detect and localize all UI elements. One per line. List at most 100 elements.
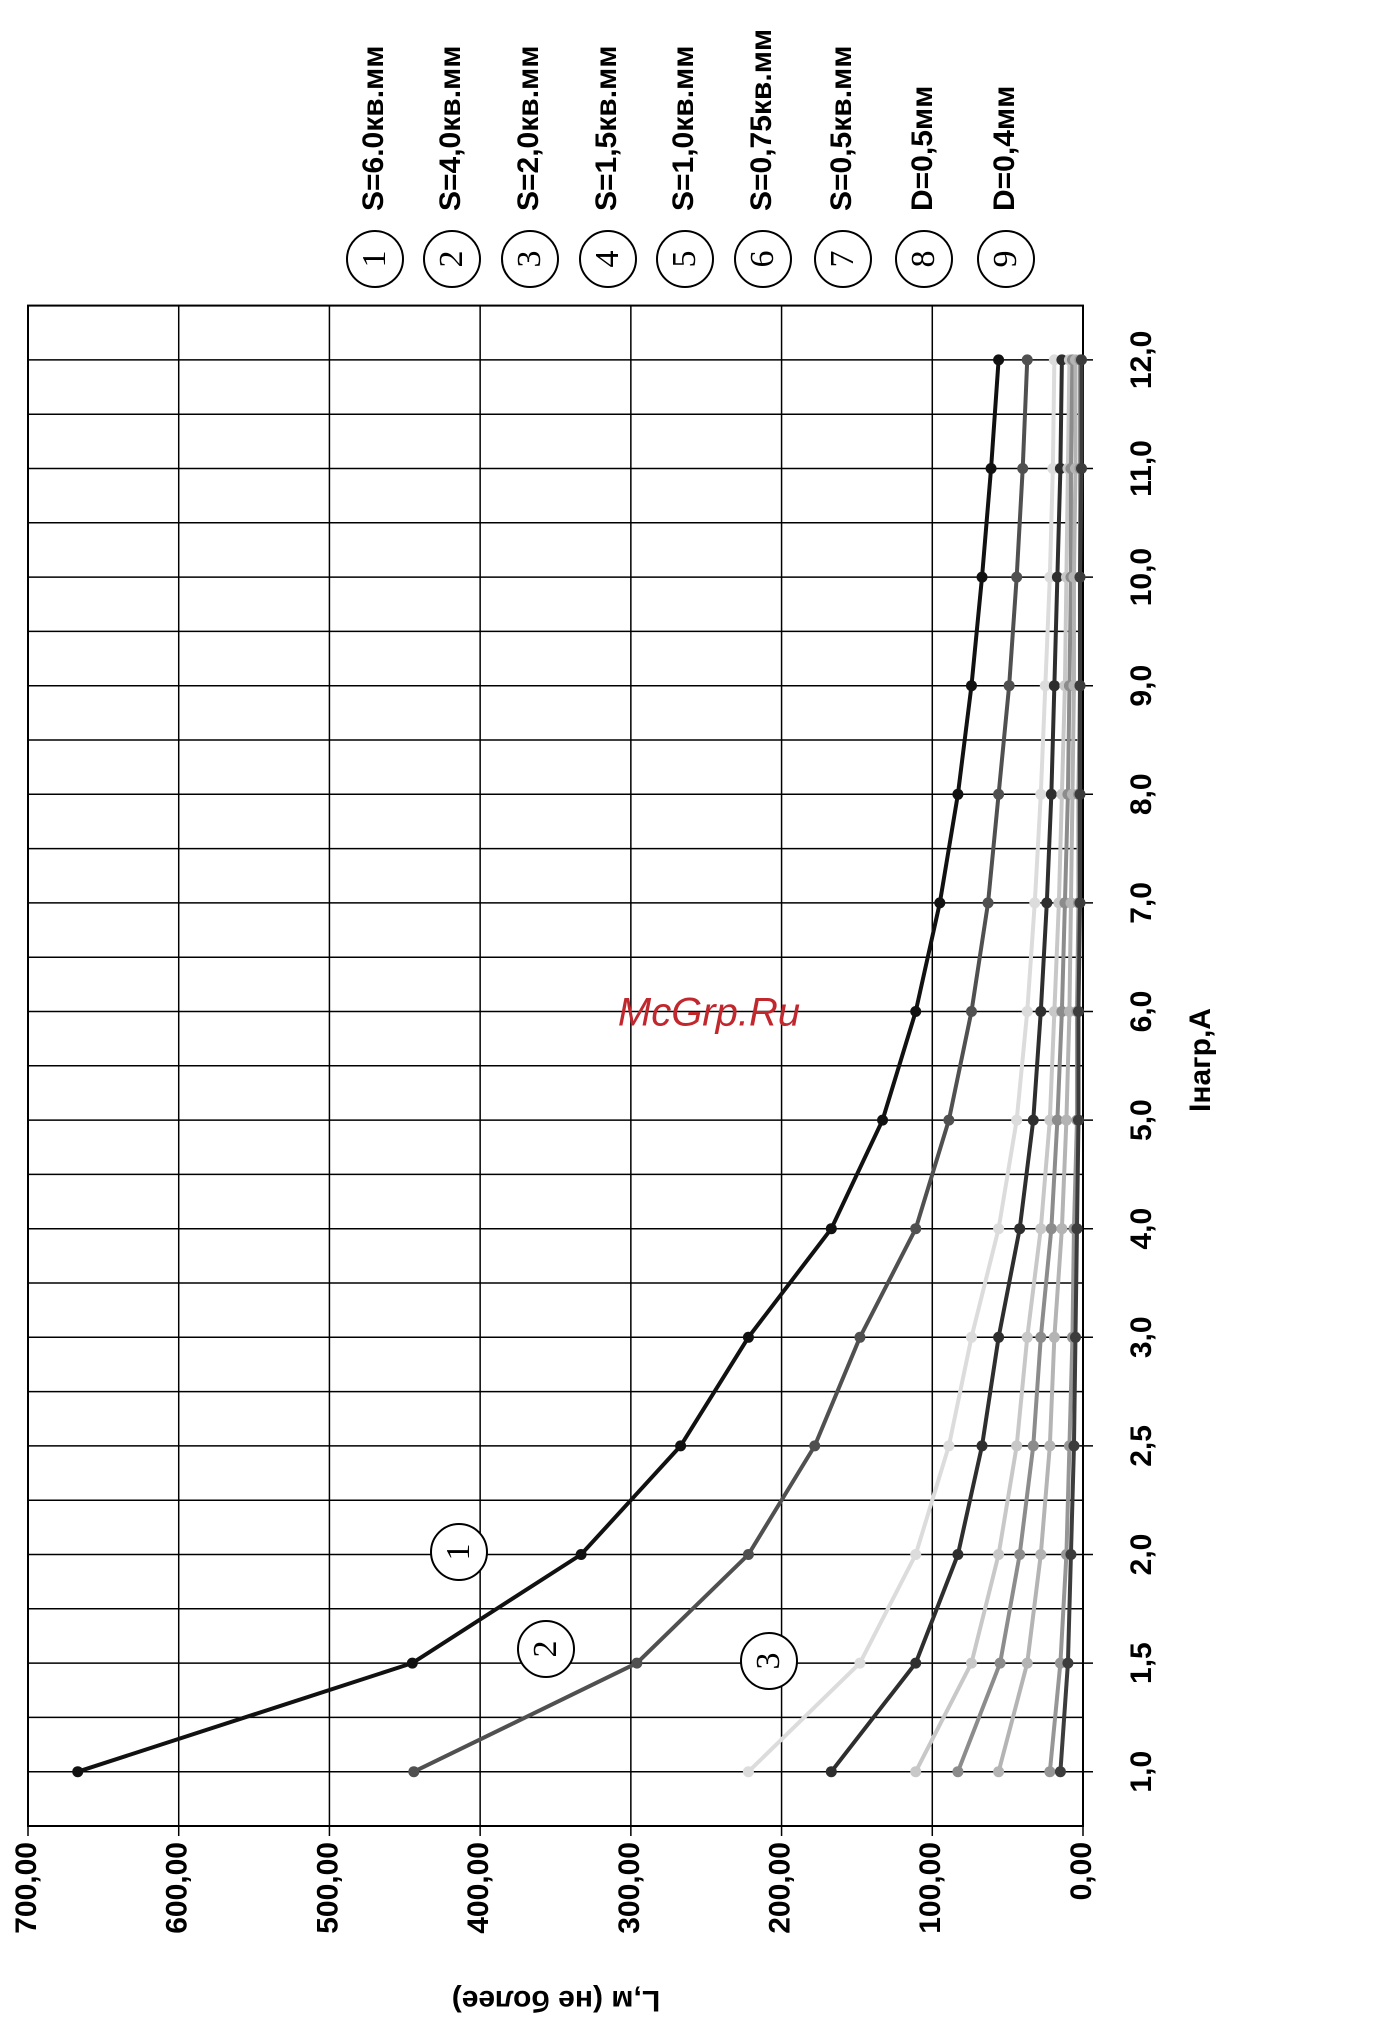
data-point — [1011, 1114, 1023, 1126]
data-point — [1062, 1657, 1074, 1669]
data-point — [910, 1766, 922, 1778]
data-point — [1068, 1440, 1080, 1452]
legend-number: 3 — [511, 251, 548, 268]
y-tick-label: 0,00 — [1065, 1842, 1098, 1900]
data-point — [1065, 897, 1077, 909]
data-point — [993, 1331, 1005, 1343]
data-point — [1029, 897, 1041, 909]
data-point — [965, 1657, 977, 1669]
data-point — [631, 1657, 643, 1669]
x-tick-label: 1,0 — [1125, 1751, 1158, 1793]
data-point — [1075, 463, 1087, 474]
annotation-circle — [430, 1523, 488, 1581]
data-point — [976, 571, 988, 583]
data-point — [1044, 571, 1056, 583]
annotation-circle — [517, 1620, 575, 1678]
data-point — [1060, 1114, 1072, 1126]
watermark: McGrp.Ru — [618, 991, 800, 1035]
data-point — [1027, 1114, 1039, 1126]
x-tick-label: 6,0 — [1125, 991, 1158, 1033]
data-point — [1011, 1440, 1023, 1452]
data-point — [854, 1331, 866, 1343]
data-point — [877, 1114, 889, 1126]
x-tick-label: 11,0 — [1125, 440, 1158, 497]
data-point — [1044, 1114, 1056, 1126]
data-point — [1045, 788, 1057, 800]
annotation-circle — [740, 1632, 798, 1690]
legend-label: D=0,4мм — [988, 86, 1021, 211]
data-point — [1035, 1223, 1047, 1235]
data-point — [1014, 1223, 1026, 1235]
legend-number: 4 — [589, 251, 626, 268]
series-line — [747, 359, 1057, 1774]
data-point — [1021, 1006, 1033, 1017]
data-point — [1048, 680, 1060, 692]
data-point — [965, 1331, 977, 1343]
series-line — [996, 359, 1078, 1773]
data-point — [1069, 1331, 1081, 1343]
data-point — [1048, 354, 1060, 366]
x-tick-label: 10,0 — [1125, 548, 1158, 606]
data-point — [993, 354, 1005, 366]
data-point — [72, 1766, 84, 1778]
legend-circle — [423, 230, 481, 288]
data-point — [1065, 1549, 1077, 1560]
legend-number: 7 — [824, 251, 861, 268]
data-point — [1075, 354, 1087, 366]
data-point — [1035, 1549, 1047, 1560]
data-point — [825, 1766, 837, 1778]
legend-label: S=4,0кв.мм — [434, 46, 467, 211]
data-point — [943, 1440, 955, 1452]
data-point — [910, 1223, 922, 1235]
y-tick-label: 700,00 — [10, 1842, 43, 1934]
data-point — [809, 1440, 821, 1452]
data-point — [965, 1006, 977, 1017]
data-point — [1056, 1006, 1068, 1017]
data-point — [934, 897, 946, 909]
data-point — [982, 897, 994, 909]
x-tick-label: 8,0 — [1125, 773, 1158, 815]
y-tick-label: 100,00 — [914, 1842, 947, 1934]
annotation-number: 2 — [527, 1641, 564, 1658]
data-point — [675, 1440, 687, 1452]
data-point — [1021, 354, 1033, 366]
series-line — [913, 359, 1072, 1773]
data-point — [1074, 788, 1086, 800]
data-point — [1072, 1006, 1084, 1017]
x-tick-label: 7,0 — [1125, 882, 1158, 924]
annotation-number: 1 — [440, 1544, 477, 1561]
data-point — [943, 1114, 955, 1126]
series-line — [829, 359, 1064, 1773]
data-point — [993, 1549, 1005, 1560]
data-point — [1003, 680, 1015, 692]
data-point — [1063, 1006, 1075, 1017]
data-point — [1021, 1331, 1033, 1343]
x-tick-label: 9,0 — [1125, 665, 1158, 707]
series-line — [1058, 359, 1084, 1772]
data-point — [1074, 571, 1086, 583]
y-tick-label: 200,00 — [763, 1842, 796, 1934]
x-tick-label: 12,0 — [1125, 331, 1158, 389]
data-point — [1054, 1657, 1066, 1669]
legend-number: 8 — [905, 251, 942, 268]
data-point — [993, 1766, 1005, 1778]
data-point — [1051, 571, 1063, 583]
data-point — [1021, 1657, 1033, 1669]
data-point — [1027, 1440, 1039, 1452]
legend-label: S=2,0кв.мм — [512, 46, 545, 211]
data-point — [408, 1766, 420, 1778]
data-point — [1035, 788, 1047, 800]
data-point — [1074, 680, 1086, 692]
data-point — [993, 1223, 1005, 1235]
data-point — [1074, 897, 1086, 909]
data-point — [1045, 1223, 1057, 1235]
data-point — [952, 788, 964, 800]
data-point — [1054, 463, 1066, 474]
data-point — [1054, 1766, 1066, 1778]
data-point — [1048, 1006, 1060, 1017]
series-line — [412, 359, 1030, 1774]
data-point — [1071, 1223, 1083, 1235]
legend-label: D=0,5мм — [906, 86, 939, 211]
data-point — [1011, 571, 1023, 583]
